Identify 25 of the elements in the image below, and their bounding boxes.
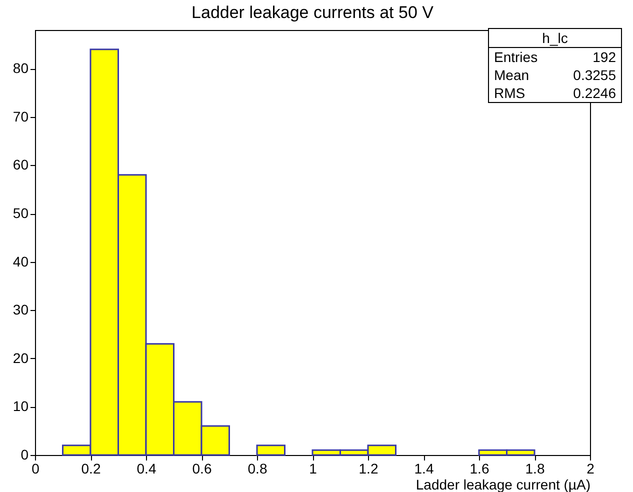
y-tick-label: 50: [12, 205, 29, 222]
x-tick-label: 1: [309, 460, 318, 476]
y-tick-label: 70: [12, 108, 29, 124]
y-tick-label: 60: [12, 156, 29, 173]
text: RMS 0.2246: [494, 85, 616, 101]
y-tick-label: 80: [12, 60, 29, 76]
x-tick-label: 0: [32, 460, 40, 476]
x-tick-label: 0.6: [192, 460, 212, 476]
x-tick-label: 1.6: [470, 460, 490, 476]
x-tick-label: 1.8: [525, 460, 545, 476]
y-tick-label: 30: [12, 302, 29, 318]
y-tick-label: 40: [12, 253, 29, 270]
x-tick-label: 0.4: [136, 460, 156, 476]
x-tick-label: 0.8: [248, 460, 268, 476]
annotation: h_lc: [489, 29, 621, 48]
chart-title: Ladder leakage currents at 50 V: [192, 3, 434, 22]
x-tick-label: 1.4: [414, 460, 434, 476]
text: Mean 0.3255: [494, 67, 616, 83]
x-tick-label: 1.2: [358, 460, 378, 476]
text: Entries 192: [494, 49, 616, 65]
y-tick-label: 0: [20, 446, 29, 462]
x-tick-label: 2: [586, 460, 595, 476]
y-tick-label: 10: [12, 398, 29, 414]
y-tick-label: 20: [12, 350, 29, 366]
x-tick-label: 0.2: [81, 460, 101, 476]
